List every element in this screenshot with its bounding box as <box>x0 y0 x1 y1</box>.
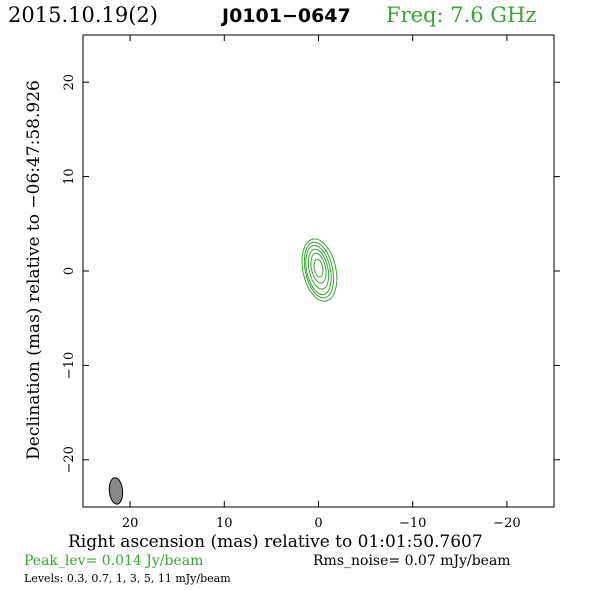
contour-level <box>305 244 332 296</box>
y-tick-label: 0 <box>62 267 77 275</box>
plot-frame <box>82 34 555 508</box>
y-tick-label: 20 <box>62 74 77 91</box>
x-tick-label: 10 <box>216 516 233 531</box>
y-tick-label: 10 <box>62 168 77 185</box>
contour-level <box>310 252 327 284</box>
frequency-label: Freq: 7.6 GHz <box>386 3 537 27</box>
axis-tick-labels: 20 10 0 −10 −20 20 10 0 −10 −20 <box>62 74 521 531</box>
contour-level <box>313 258 324 278</box>
contour-level <box>307 248 330 290</box>
contour-lines <box>301 238 338 302</box>
y-tick-label: −20 <box>62 446 77 473</box>
contour-level <box>301 238 338 302</box>
beam-ellipse <box>108 477 124 505</box>
axis-ticks <box>83 35 560 507</box>
source-name: J0101−0647 <box>222 5 351 27</box>
x-tick-label: 0 <box>314 516 322 531</box>
y-axis-label: Declination (mas) relative to −06:47:58.… <box>24 80 44 460</box>
x-axis-label: Right ascension (mas) relative to 01:01:… <box>68 532 483 552</box>
contour-levels: Levels: 0.3, 0.7, 1, 3, 5, 11 mJy/beam <box>24 572 231 585</box>
x-tick-label: −10 <box>399 516 426 531</box>
beam-shape <box>108 477 124 505</box>
contour-level <box>303 241 335 299</box>
y-tick-label: −10 <box>62 352 77 379</box>
observation-date: 2015.10.19(2) <box>8 3 158 27</box>
x-tick-label: 20 <box>122 516 139 531</box>
rms-noise: Rms_noise= 0.07 mJy/beam <box>313 553 511 569</box>
peak-level: Peak_lev= 0.014 Jy/beam <box>24 553 204 569</box>
x-tick-label: −20 <box>493 516 520 531</box>
